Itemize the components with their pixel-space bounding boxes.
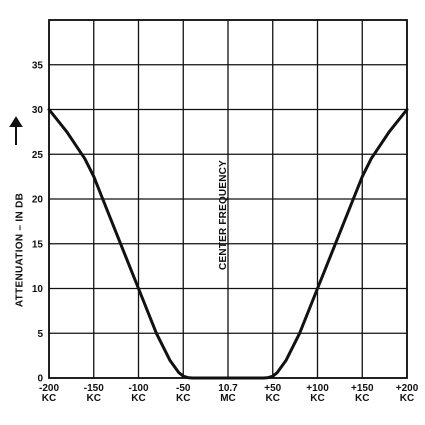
x-tick-label-3: -50 KC: [176, 383, 191, 404]
x-tick-label-line: -200: [39, 383, 59, 394]
x-tick-label-line: KC: [400, 393, 414, 404]
x-tick-label-line: -50: [176, 383, 191, 394]
arrow-up-icon: [9, 116, 23, 145]
x-tick-label-line: MC: [220, 393, 236, 404]
x-tick-label-1: -150 KC: [84, 383, 104, 404]
y-tick-label-0: 0: [37, 374, 43, 385]
x-tick-label-line: +50: [264, 383, 281, 394]
x-tick-label-line: 10.7: [218, 383, 238, 394]
y-tick-label-5: 5: [37, 329, 43, 340]
x-tick-label-line: +200: [396, 383, 419, 394]
x-tick-label-0: -200 KC: [39, 383, 59, 404]
x-tick-label-5: +50 KC: [264, 383, 281, 404]
y-axis-label: ATTENUATION – IN DB: [15, 193, 26, 307]
plot-frame: [48, 19, 408, 379]
x-tick-label-line: KC: [176, 393, 190, 404]
x-tick-label-line: +100: [306, 383, 329, 394]
x-tick-label-line: KC: [266, 393, 280, 404]
center-frequency-label: CENTER FREQUENCY: [218, 160, 229, 270]
x-tick-label-line: +150: [351, 383, 374, 394]
x-tick-label-2: -100 KC: [128, 383, 148, 404]
x-tick-label-line: -150: [84, 383, 104, 394]
x-tick-label-line: KC: [131, 393, 145, 404]
x-tick-label-4: 10.7 MC: [218, 383, 238, 404]
y-tick-label-25: 25: [32, 150, 44, 161]
y-tick-label-30: 30: [32, 105, 44, 116]
x-tick-label-7: +150 KC: [351, 383, 374, 404]
x-tick-label-6: +100 KC: [306, 383, 329, 404]
y-tick-label-10: 10: [32, 284, 44, 295]
x-tick-label-line: KC: [42, 393, 56, 404]
y-tick-label-20: 20: [32, 195, 44, 206]
y-tick-label-15: 15: [32, 239, 44, 250]
y-tick-label-35: 35: [32, 60, 44, 71]
y-axis-label-group: ATTENUATION – IN DB: [9, 116, 26, 307]
y-tick-labels: 0 5 10 15 20 25 30 35: [32, 60, 44, 384]
x-tick-label-8: +200 KC: [396, 383, 419, 404]
x-tick-label-line: KC: [87, 393, 101, 404]
x-tick-label-line: -100: [128, 383, 148, 394]
x-tick-label-line: KC: [310, 393, 324, 404]
x-tick-label-line: KC: [355, 393, 369, 404]
